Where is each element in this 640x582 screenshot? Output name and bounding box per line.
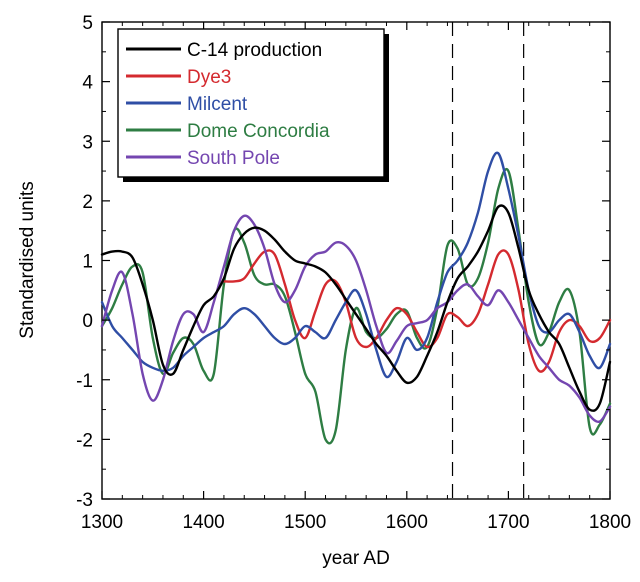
series-line-dye3	[222, 249, 612, 373]
x-tick-label: 1300	[81, 512, 123, 533]
legend-label-dye3: Dye3	[187, 67, 231, 88]
y-tick-label: 5	[82, 13, 93, 34]
x-tick-label: 1800	[589, 512, 631, 533]
series-line-dome-concordia	[100, 168, 612, 445]
axis-ticks	[101, 21, 611, 500]
legend: C-14 production Dye3 Milcent Dome Concordia…	[117, 28, 389, 182]
y-axis-title: Standardised units	[17, 181, 38, 338]
legend-label-dome-concordia: Dome Concordia	[187, 121, 330, 142]
x-tick-label: 1400	[182, 512, 224, 533]
plot-area	[100, 21, 612, 500]
legend-label-c-14-production: C-14 production	[187, 40, 322, 61]
legend-items: C-14 production Dye3 Milcent Dome Concordia…	[126, 40, 330, 169]
y-tick-label: 1	[82, 252, 93, 273]
x-axis-title: year AD	[322, 548, 390, 569]
y-tick-labels: -3 -2 -1 0 1 2 3 4 5	[76, 13, 93, 511]
reference-lines	[451, 22, 525, 499]
series-line-c-14-production	[100, 204, 612, 412]
series-line-south-pole	[100, 214, 612, 424]
y-tick-label: -1	[76, 371, 93, 392]
x-tick-labels: 1300 1400 1500 1600 1700 1800	[81, 512, 631, 533]
x-tick-label: 1500	[284, 512, 326, 533]
y-tick-label: -3	[76, 490, 93, 511]
y-tick-label: -2	[76, 430, 93, 451]
y-tick-label: 3	[82, 132, 93, 153]
y-tick-label: 2	[82, 192, 93, 213]
legend-label-south-pole: South Pole	[187, 148, 280, 169]
x-tick-label: 1600	[386, 512, 428, 533]
legend-label-milcent: Milcent	[187, 94, 248, 115]
y-tick-label: 4	[82, 73, 93, 94]
x-tick-label: 1700	[487, 512, 529, 533]
y-tick-label: 0	[82, 311, 93, 332]
series-layer	[100, 151, 612, 445]
